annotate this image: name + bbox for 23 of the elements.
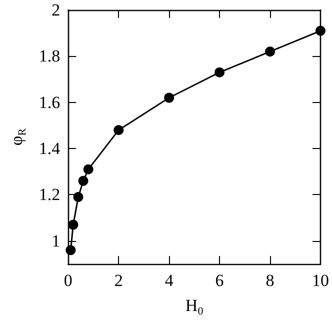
x-tick-label: 4	[164, 271, 174, 290]
point	[68, 220, 78, 230]
x-tick-label: 6	[215, 271, 224, 290]
y-tick-label: 1.2	[38, 185, 60, 204]
point	[114, 125, 124, 136]
x-tick-label: 2	[114, 271, 123, 290]
x-tick-label: 8	[266, 271, 274, 290]
point	[214, 67, 225, 78]
point	[83, 164, 94, 174]
y-tick-label: 1.6	[38, 92, 60, 112]
y-tick-label: 1.4	[38, 139, 61, 158]
x-tick-label: 10	[312, 271, 329, 290]
x-tick-label: 0	[64, 271, 72, 290]
point	[73, 192, 84, 202]
point	[164, 92, 174, 103]
point	[316, 26, 326, 36]
point	[78, 176, 88, 186]
y-tick-label: 1	[52, 231, 60, 250]
y-tick-label: 1.8	[38, 46, 60, 66]
point	[66, 245, 76, 256]
point	[265, 46, 276, 57]
y-axis-title: φR	[7, 128, 28, 146]
y-tick-label: 2	[52, 0, 60, 20]
